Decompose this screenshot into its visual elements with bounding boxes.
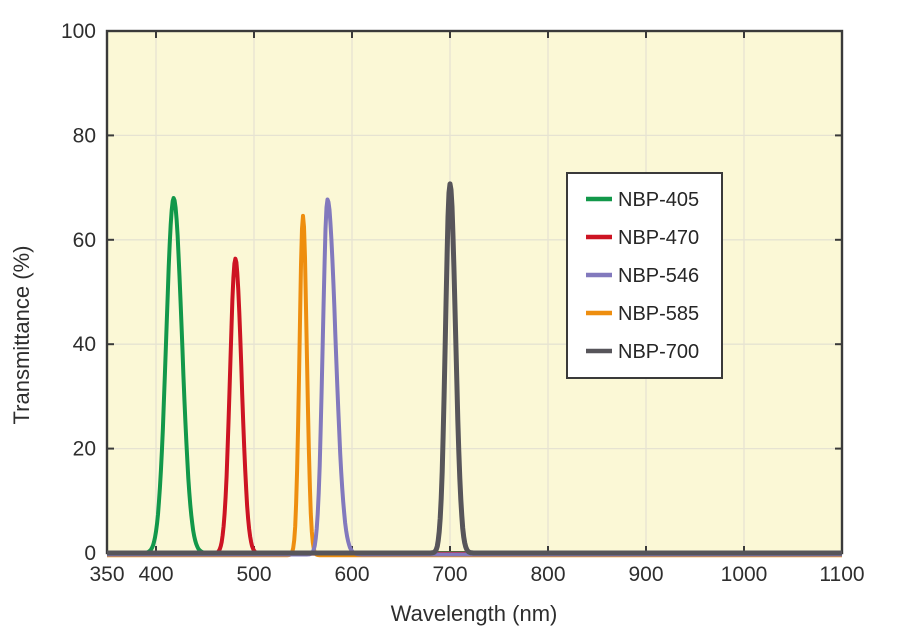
legend-item-NBP-405: NBP-405 (618, 189, 699, 211)
x-tick-label: 800 (530, 563, 565, 586)
legend-item-NBP-470: NBP-470 (618, 227, 699, 249)
y-tick-label: 40 (73, 333, 96, 356)
tick-labels-layer: 350 400 500 600 700 800 900 1000 1100 0 20 40 60 80 10… (61, 20, 865, 586)
x-tick-label: 400 (138, 563, 173, 586)
y-tick-label: 80 (73, 124, 96, 147)
y-tick-label: 0 (84, 542, 96, 565)
y-tick-label: 60 (73, 229, 96, 252)
curve-NBP-700 (105, 181, 844, 556)
x-axis-title: Wavelength (nm) (391, 601, 558, 626)
y-axis-title: Transmittance (%) (9, 246, 34, 425)
x-tick-label: 700 (432, 563, 467, 586)
x-tick-label: 600 (334, 563, 369, 586)
x-tick-label: 900 (628, 563, 663, 586)
x-tick-label: 1000 (721, 563, 768, 586)
curves-layer (105, 181, 844, 558)
plot-background-layer (107, 31, 842, 553)
legend-item-NBP-585: NBP-585 (618, 303, 699, 325)
x-tick-label: 1100 (819, 563, 864, 586)
legend-item-NBP-700: NBP-700 (618, 341, 699, 363)
x-tick-label: 500 (236, 563, 271, 586)
legend-item-NBP-546: NBP-546 (618, 265, 699, 287)
y-tick-label: 20 (73, 438, 96, 461)
plot-area (107, 31, 842, 553)
legend: NBP-405 NBP-470 NBP-546 NBP-585 NBP-700 (566, 172, 723, 379)
y-tick-label: 100 (61, 20, 96, 43)
x-tick-label: 350 (89, 563, 124, 586)
